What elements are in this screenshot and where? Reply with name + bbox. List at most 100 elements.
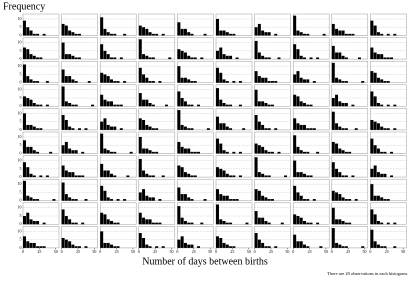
bar bbox=[26, 146, 30, 154]
bar bbox=[180, 217, 184, 225]
bar bbox=[103, 190, 107, 201]
bar bbox=[373, 25, 377, 36]
bar bbox=[142, 54, 146, 60]
x-tick-label: 50 bbox=[54, 249, 58, 254]
bar bbox=[335, 143, 339, 154]
bar bbox=[116, 222, 120, 225]
bar bbox=[145, 124, 149, 130]
bar bbox=[222, 170, 226, 178]
bar bbox=[148, 175, 152, 178]
bar bbox=[113, 104, 117, 107]
bar bbox=[309, 128, 313, 130]
bar bbox=[71, 79, 75, 83]
bar bbox=[103, 99, 107, 107]
bar bbox=[145, 148, 149, 154]
bar bbox=[71, 32, 75, 36]
bar bbox=[306, 104, 310, 107]
bar bbox=[257, 190, 261, 201]
bar bbox=[264, 32, 268, 36]
y-tick-label: 0 bbox=[20, 103, 22, 108]
bar bbox=[84, 128, 88, 130]
bar bbox=[373, 72, 377, 83]
bar bbox=[183, 194, 187, 201]
bar bbox=[390, 57, 394, 60]
bar bbox=[148, 81, 152, 83]
bar bbox=[274, 33, 278, 36]
bar bbox=[100, 94, 104, 107]
note: There are 20 observations in each histog… bbox=[327, 271, 408, 276]
bar bbox=[142, 217, 146, 225]
bar bbox=[151, 151, 155, 154]
bar bbox=[306, 246, 310, 248]
bar bbox=[81, 175, 85, 178]
bar bbox=[316, 222, 320, 225]
bar bbox=[87, 81, 91, 83]
bar bbox=[373, 96, 377, 107]
bar bbox=[299, 124, 303, 130]
bar bbox=[42, 33, 46, 36]
bar bbox=[338, 219, 342, 225]
bar bbox=[103, 50, 107, 60]
bar bbox=[225, 81, 229, 83]
bar bbox=[36, 81, 40, 83]
bar bbox=[338, 30, 342, 36]
bar bbox=[123, 81, 127, 83]
bar bbox=[148, 197, 152, 201]
bar bbox=[187, 79, 191, 83]
bar bbox=[293, 135, 297, 154]
bar bbox=[103, 214, 107, 225]
bar bbox=[380, 246, 384, 248]
bar bbox=[155, 246, 159, 248]
bar bbox=[373, 121, 377, 130]
bar bbox=[267, 246, 271, 248]
bar bbox=[64, 170, 68, 178]
bar bbox=[142, 170, 146, 178]
bar bbox=[376, 148, 380, 154]
bar bbox=[116, 199, 120, 201]
y-tick-label: 0 bbox=[20, 127, 22, 132]
bar bbox=[257, 172, 261, 178]
bar bbox=[309, 222, 313, 225]
bar bbox=[373, 145, 377, 154]
bar bbox=[219, 168, 223, 178]
bar bbox=[312, 199, 316, 201]
bar bbox=[254, 143, 258, 154]
bar bbox=[68, 197, 72, 201]
bar bbox=[373, 241, 377, 248]
bar bbox=[180, 146, 184, 154]
bar bbox=[296, 49, 300, 60]
bar bbox=[264, 57, 268, 60]
bar bbox=[187, 148, 191, 154]
bar bbox=[354, 128, 358, 130]
bar bbox=[68, 76, 72, 83]
bar bbox=[71, 199, 75, 201]
bar bbox=[341, 197, 345, 201]
bar bbox=[23, 216, 26, 225]
bar bbox=[338, 79, 342, 83]
bar bbox=[23, 47, 26, 60]
bar bbox=[306, 33, 310, 36]
bar bbox=[183, 101, 187, 107]
bar bbox=[84, 199, 88, 201]
y-tick-label: 5 bbox=[20, 71, 22, 76]
bar bbox=[254, 157, 258, 178]
bar bbox=[351, 104, 355, 107]
bar bbox=[316, 151, 320, 154]
bar bbox=[335, 94, 339, 107]
bar bbox=[39, 104, 43, 107]
bar bbox=[142, 74, 146, 83]
bar bbox=[261, 173, 265, 178]
bar bbox=[309, 57, 313, 60]
y-tick-label: 5 bbox=[20, 24, 22, 29]
bar bbox=[335, 77, 339, 83]
bar bbox=[180, 194, 184, 201]
bar bbox=[264, 102, 268, 107]
bar bbox=[168, 57, 172, 60]
bar bbox=[26, 241, 30, 248]
bar bbox=[264, 77, 268, 83]
bar bbox=[183, 172, 187, 178]
bar bbox=[39, 175, 43, 178]
bar bbox=[151, 175, 155, 178]
bar bbox=[142, 119, 146, 130]
bar bbox=[225, 126, 229, 130]
